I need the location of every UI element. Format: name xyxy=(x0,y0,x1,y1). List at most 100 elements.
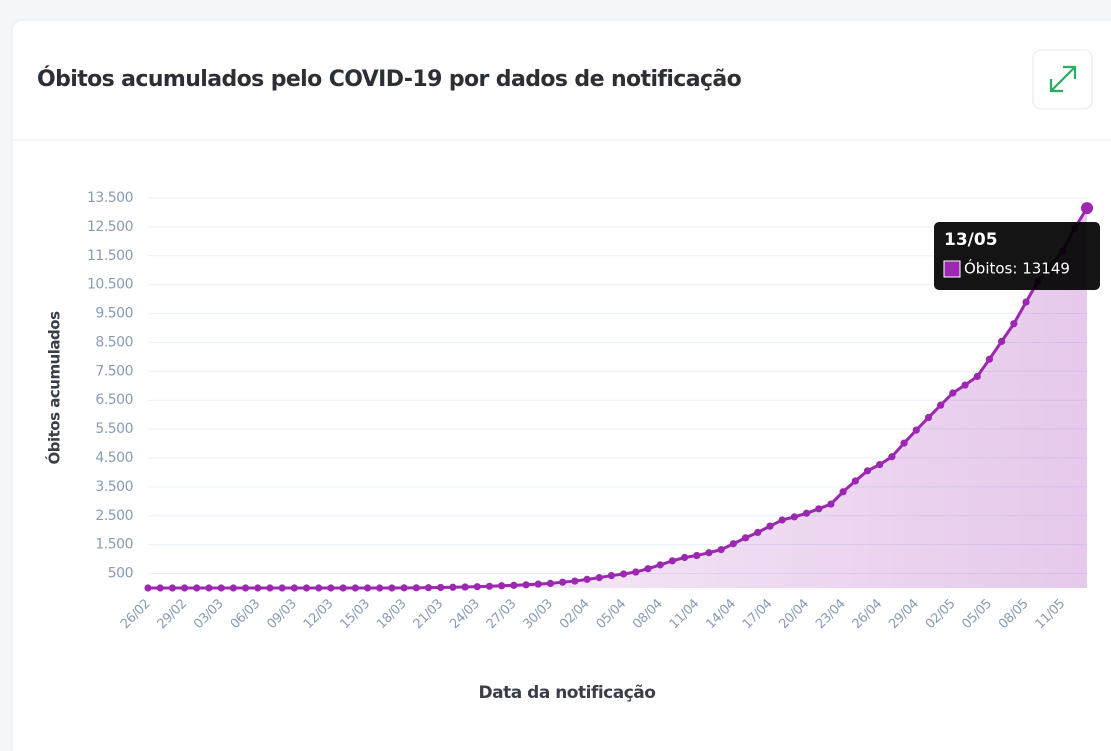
point xyxy=(1010,320,1018,328)
point xyxy=(473,583,481,591)
point xyxy=(790,513,798,521)
tooltip-title: 13/05 xyxy=(944,230,998,250)
point xyxy=(376,584,384,592)
point xyxy=(912,426,920,434)
point xyxy=(498,582,506,590)
point xyxy=(802,509,811,517)
card-title: Óbitos acumulados pelo COVID-19 por dado… xyxy=(37,66,742,92)
point xyxy=(290,584,298,592)
point xyxy=(851,477,859,485)
point xyxy=(546,579,555,588)
point xyxy=(668,557,676,565)
point xyxy=(998,337,1006,346)
point xyxy=(156,584,164,592)
point xyxy=(254,584,262,592)
point xyxy=(827,500,835,508)
point xyxy=(693,551,701,560)
point xyxy=(888,453,896,461)
y-tick-label: 8.500 xyxy=(95,334,133,350)
area xyxy=(148,208,1087,588)
point xyxy=(412,584,420,592)
tooltip: 13/05 Óbitos: 13149 xyxy=(934,222,1100,290)
point xyxy=(437,583,445,592)
point xyxy=(973,372,981,381)
point xyxy=(168,584,176,592)
point xyxy=(400,584,408,592)
y-tick-label: 10.500 xyxy=(87,277,133,293)
point xyxy=(607,571,616,580)
point xyxy=(729,540,737,548)
point xyxy=(985,355,994,363)
expand-button[interactable] xyxy=(1032,49,1093,110)
tooltip-swatch xyxy=(943,260,961,278)
point xyxy=(1022,298,1030,306)
y-tick-label: 5.500 xyxy=(95,421,133,437)
point xyxy=(705,549,713,557)
point xyxy=(937,401,945,409)
point xyxy=(961,381,969,389)
point xyxy=(351,584,359,592)
point xyxy=(241,584,250,592)
point xyxy=(485,582,494,590)
point xyxy=(205,584,213,592)
point xyxy=(876,461,884,469)
point xyxy=(583,575,591,583)
point xyxy=(510,581,518,589)
y-tick-label: 12.500 xyxy=(87,219,133,235)
point xyxy=(534,580,542,588)
y-tick-label: 7.500 xyxy=(95,363,133,379)
point xyxy=(363,584,372,592)
point xyxy=(266,584,274,592)
point xyxy=(278,584,286,592)
point xyxy=(717,546,725,554)
point xyxy=(315,584,323,592)
point xyxy=(656,561,664,569)
point xyxy=(778,516,786,524)
point xyxy=(680,553,689,562)
point xyxy=(900,439,908,447)
point xyxy=(339,584,347,592)
point xyxy=(522,581,530,589)
point xyxy=(571,577,579,585)
y-tick-label: 1.500 xyxy=(95,537,133,553)
y-tick-label: 6.500 xyxy=(95,392,133,408)
y-axis-title: Óbitos acumulados xyxy=(45,311,64,465)
y-tick-label: 13.500 xyxy=(87,190,133,206)
point xyxy=(229,584,237,592)
point xyxy=(741,534,750,542)
tooltip-text: Óbitos: 13149 xyxy=(964,259,1070,278)
point xyxy=(766,522,774,530)
point xyxy=(924,413,933,422)
y-tick-label: 4.500 xyxy=(95,450,133,466)
point xyxy=(815,505,823,513)
y-tick-label: 9.500 xyxy=(95,306,133,322)
point xyxy=(180,584,189,592)
point xyxy=(302,584,311,592)
point xyxy=(449,583,457,591)
point xyxy=(619,570,628,578)
point xyxy=(632,568,640,576)
point xyxy=(644,565,652,573)
y-tick-label: 2.500 xyxy=(95,508,133,524)
point xyxy=(1081,202,1093,215)
x-axis-title: Data da notificação xyxy=(479,683,656,703)
point xyxy=(144,584,152,592)
point xyxy=(217,584,225,592)
y-tick-label: 11.500 xyxy=(87,248,133,264)
point xyxy=(424,584,433,592)
point xyxy=(559,578,567,586)
tooltip-box xyxy=(934,222,1100,290)
point xyxy=(461,583,469,591)
point xyxy=(754,528,762,537)
card xyxy=(11,19,1111,751)
point xyxy=(949,389,957,397)
y-tick-label: 3.500 xyxy=(95,479,133,495)
point xyxy=(863,467,872,475)
point xyxy=(193,584,201,592)
point xyxy=(839,488,847,496)
point xyxy=(327,584,335,592)
y-tick-label: 500 xyxy=(108,566,133,582)
point xyxy=(388,584,396,592)
